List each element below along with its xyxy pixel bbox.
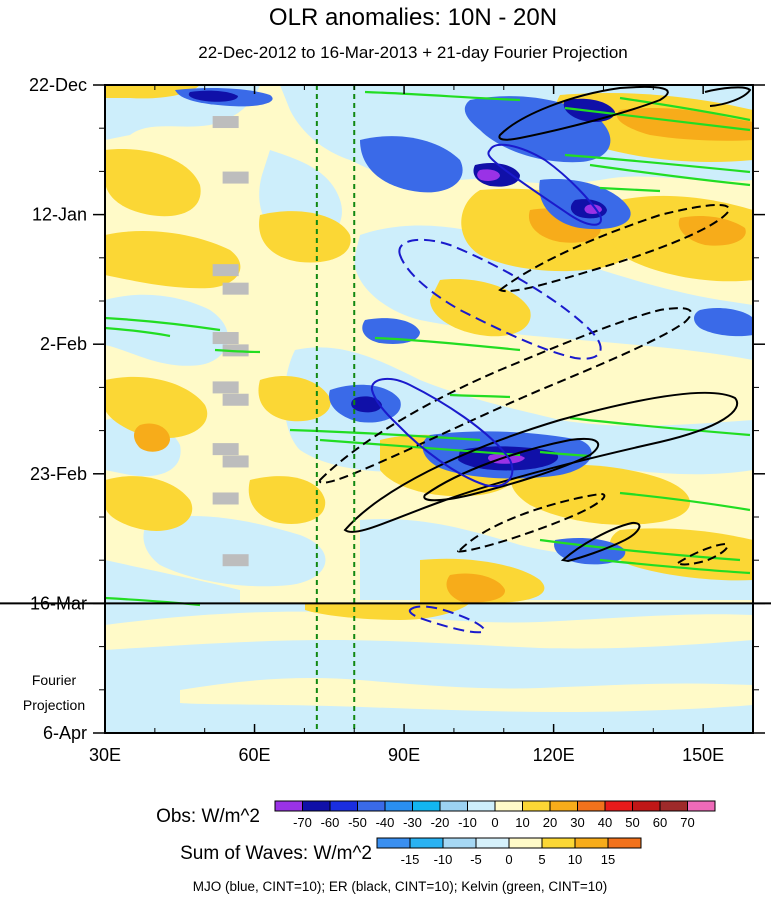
- colorbar-swatch: [467, 800, 496, 812]
- y-tick-label: 6-Apr: [43, 723, 87, 743]
- x-tick-label: 150E: [682, 745, 724, 765]
- missing-data-block: [222, 282, 249, 295]
- colorbar-swatch: [607, 837, 642, 849]
- colorbar-swatch: [494, 800, 523, 812]
- colorbar-swatch: [329, 800, 358, 812]
- colorbar-level-label: -50: [348, 815, 367, 830]
- waves-colorbar: -15 -10 -5 0 5 10 15: [376, 837, 642, 867]
- colorbar-swatch: [357, 800, 386, 812]
- x-tick-label: 30E: [89, 745, 121, 765]
- colorbar-level-label: -30: [403, 815, 422, 830]
- colorbar-swatch: [475, 837, 510, 849]
- projection-label-line2: Projection: [23, 697, 85, 713]
- x-tick-label: 120E: [533, 745, 575, 765]
- y-tick-label: 2-Feb: [40, 334, 87, 354]
- colorbar-level-label: 70: [680, 815, 694, 830]
- colorbar-level-label: 10: [515, 815, 529, 830]
- colorbar-level-label: 5: [538, 852, 545, 867]
- projection-label-line1: Fourier: [32, 672, 77, 688]
- colorbar-swatch: [439, 800, 468, 812]
- colorbar-swatch: [632, 800, 661, 812]
- colorbar-level-label: 15: [601, 852, 615, 867]
- colorbar-level-label: 0: [491, 815, 498, 830]
- colorbar-level-label: 10: [568, 852, 582, 867]
- projection-positive: [105, 611, 753, 712]
- colorbar-swatch: [541, 837, 576, 849]
- obs-positive-20-30: [134, 107, 753, 603]
- plot-area: [105, 85, 753, 733]
- colorbar-level-label: 20: [543, 815, 557, 830]
- missing-data-block: [222, 455, 249, 468]
- colorbar-level-label: -10: [458, 815, 477, 830]
- colorbar-level-label: 40: [598, 815, 612, 830]
- y-tick-label: 12-Jan: [32, 205, 87, 225]
- kelvin-wave-contours: [105, 90, 751, 607]
- missing-data-block: [212, 492, 239, 505]
- chart-subtitle: 22-Dec-2012 to 16-Mar-2013 + 21-day Four…: [198, 43, 627, 62]
- colorbar-level-label: -70: [293, 815, 312, 830]
- colorbar-swatch: [384, 800, 413, 812]
- colorbar-swatch: [604, 800, 633, 812]
- colorbar-level-label: -20: [431, 815, 450, 830]
- colorbar-level-label: -10: [434, 852, 453, 867]
- waves-colorbar-title: Sum of Waves: W/m^2: [180, 843, 372, 864]
- colorbar-swatch: [376, 837, 411, 849]
- colorbar-level-label: 30: [570, 815, 584, 830]
- colorbar-level-label: 60: [653, 815, 667, 830]
- colorbar-swatch: [302, 800, 331, 812]
- colorbar-swatch: [522, 800, 551, 812]
- plot-frame: [104, 84, 754, 734]
- wave-legend-note: MJO (blue, CINT=10); ER (black, CINT=10)…: [193, 879, 608, 894]
- missing-data-block: [212, 443, 239, 456]
- colorbar-level-label: -15: [401, 852, 420, 867]
- y-tick-label: 22-Dec: [29, 75, 87, 95]
- y-tick-label: 23-Feb: [30, 464, 87, 484]
- reference-longitude-lines: [315, 85, 356, 733]
- obs-colorbar: -70 -60 -50 -40 -30 -20 -10 0 10 20 30 40 50 60 70: [274, 800, 716, 830]
- colorbar-swatch: [409, 837, 444, 849]
- colorbar-level-label: 50: [625, 815, 639, 830]
- missing-data-block: [222, 393, 249, 406]
- er-wave-contours: [318, 85, 752, 566]
- missing-data-block: [212, 264, 239, 277]
- colorbar-swatch: [687, 800, 716, 812]
- colorbar-level-label: -60: [321, 815, 340, 830]
- missing-data-block: [212, 332, 239, 345]
- colorbar-swatch: [274, 800, 303, 812]
- colorbar-swatch: [577, 800, 606, 812]
- missing-data-block: [212, 116, 239, 129]
- missing-data-block: [212, 381, 239, 394]
- colorbar-level-label: -40: [376, 815, 395, 830]
- colorbar-level-label: 0: [505, 852, 512, 867]
- x-tick-label: 60E: [239, 745, 271, 765]
- y-tick-label: 16-Mar: [30, 593, 87, 613]
- colorbar-swatch: [659, 800, 688, 812]
- x-axis: 30E 60E 90E 120E 150E: [89, 85, 724, 765]
- missing-data-block: [222, 171, 249, 184]
- colorbar-swatch: [508, 837, 543, 849]
- colorbar-level-label: -5: [470, 852, 482, 867]
- colorbar-swatch: [574, 837, 609, 849]
- colorbar-swatch: [442, 837, 477, 849]
- x-tick-label: 90E: [388, 745, 420, 765]
- missing-data-blocks: [212, 116, 249, 567]
- mjo-wave-contours: [370, 143, 602, 634]
- y-axis: 22-Dec 12-Jan 2-Feb 23-Feb 16-Mar 6-Apr: [29, 75, 765, 743]
- missing-data-block: [222, 554, 249, 567]
- colorbar-swatch: [549, 800, 578, 812]
- chart-title: OLR anomalies: 10N - 20N: [269, 4, 557, 31]
- colorbar-swatch: [412, 800, 441, 812]
- obs-colorbar-title: Obs: W/m^2: [156, 806, 260, 827]
